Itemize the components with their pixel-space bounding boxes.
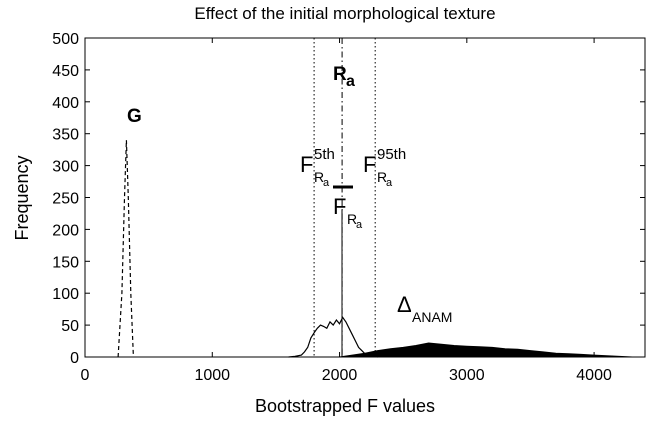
y-tick-label: 150: [52, 254, 79, 271]
y-tick-label: 450: [52, 63, 79, 80]
annotation-sub: R: [314, 169, 324, 185]
area: [339, 342, 633, 358]
annotation-subsub: a: [386, 177, 393, 189]
y-tick-label: 250: [52, 191, 79, 208]
annotation-sub: R: [347, 211, 357, 227]
annotation-subsub: a: [323, 177, 330, 189]
annotation-sub: a: [346, 73, 355, 90]
x-tick-label: 4000: [576, 367, 612, 384]
line: [117, 140, 134, 358]
annotation-sub: R: [377, 169, 387, 185]
annotation-sup: 95th: [377, 146, 406, 163]
annotation: F: [333, 194, 346, 219]
annotation: R: [333, 64, 347, 85]
y-tick-label: 200: [52, 222, 79, 239]
x-axis-label: Bootstrapped F values: [255, 396, 435, 416]
annotation: F: [300, 152, 313, 177]
annotation-sup: 5th: [314, 146, 335, 163]
y-tick-label: 0: [70, 350, 79, 367]
x-tick-label: 1000: [194, 367, 230, 384]
line: [288, 316, 378, 358]
y-tick-label: 500: [52, 31, 79, 48]
annotation-subsub: a: [356, 219, 363, 231]
y-tick-label: 400: [52, 95, 79, 112]
y-tick-label: 100: [52, 286, 79, 303]
y-axis-label: Frequency: [12, 155, 32, 240]
annotation: F: [363, 152, 376, 177]
annotation: Δ: [397, 292, 412, 317]
y-tick-label: 300: [52, 159, 79, 176]
x-tick-label: 2000: [322, 367, 358, 384]
chart-title: Effect of the initial morphological text…: [194, 4, 495, 23]
x-tick-label: 3000: [449, 367, 485, 384]
y-tick-label: 350: [52, 127, 79, 144]
annotation: G: [127, 106, 142, 127]
x-tick-label: 0: [81, 367, 90, 384]
y-tick-label: 50: [61, 318, 79, 335]
annotation-sub: ANAM: [412, 309, 452, 325]
